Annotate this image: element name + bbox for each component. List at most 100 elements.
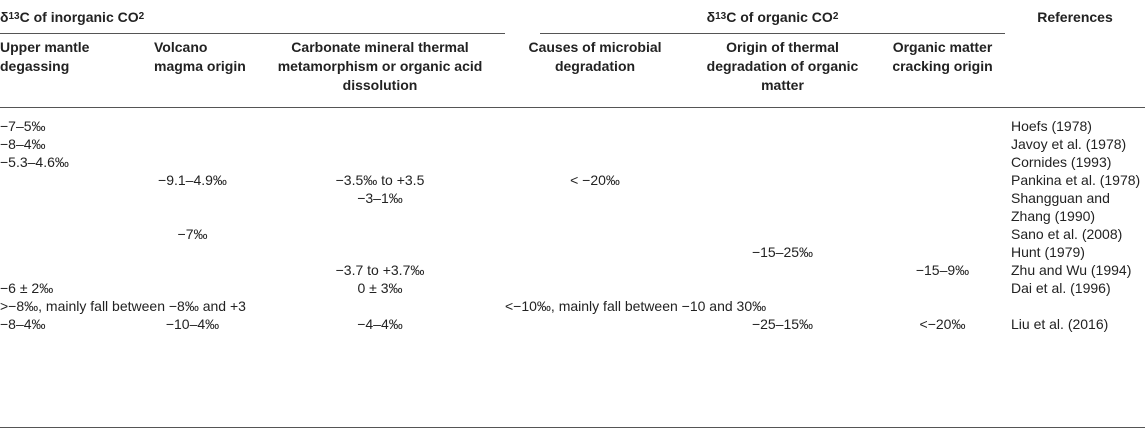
value-cell: <−10‰, mainly fall between −10 and 30‰: [505, 298, 767, 314]
reference-cell: Sano et al. (2008): [1011, 226, 1123, 242]
table-row: −3–1‰ Shangguan and Zhang (1990): [0, 189, 1145, 225]
references-header: References: [1037, 9, 1113, 25]
value-cell: [505, 261, 685, 279]
value-cell: −8–4‰: [0, 136, 46, 152]
value-cell: [685, 117, 880, 135]
header-text: δ: [706, 8, 716, 25]
table-row: −5.3–4.6‰ Cornides (1993): [0, 153, 1145, 171]
value-cell: [255, 225, 505, 243]
value-cell: −15–25‰: [751, 244, 814, 260]
value-cell: [505, 315, 685, 333]
value-cell: −7‰: [177, 226, 208, 242]
value-cell: [0, 189, 130, 225]
reference-cell: Hoefs (1978): [1011, 118, 1092, 134]
header-text: δ: [0, 8, 9, 25]
column-header: Organic matter cracking origin: [892, 39, 993, 74]
value-cell: [255, 117, 505, 135]
value-cell: [685, 225, 880, 243]
table-row: −8–4‰ −10–4‰ −4–4‰ −25–15‰ <−20‰ Liu et al. (…: [0, 315, 1145, 333]
value-cell: [505, 225, 685, 243]
table-row: −3.7 to +3.7‰ −15–9‰ Zhu and Wu (1994): [0, 261, 1145, 279]
value-cell: [880, 135, 1005, 153]
value-cell: [255, 153, 505, 171]
table-row: −9.1–4.9‰ −3.5‰ to +3.5 < −20‰ Pankina et a…: [0, 171, 1145, 189]
value-cell: [130, 135, 255, 153]
column-header-row: Upper mantle degassing Volcano magma orig…: [0, 33, 1145, 108]
value-cell: [505, 135, 685, 153]
value-cell: [505, 243, 685, 261]
group-header-row: δ 13 C of inorganic CO 2 δ 13 C of organic CO…: [0, 0, 1145, 34]
reference-cell: Liu et al. (2016): [1011, 316, 1109, 332]
reference-cell: Pankina et al. (1978): [1011, 172, 1141, 188]
value-cell: −4–4‰: [357, 316, 403, 332]
value-cell: [0, 261, 130, 279]
value-cell: [880, 117, 1005, 135]
value-cell: [255, 243, 505, 261]
table-row: >−8‰, mainly fall between −8‰ and +3 <−10…: [0, 297, 1145, 315]
value-cell: −9.1–4.9‰: [158, 172, 227, 188]
reference-cell: Javoy et al. (1978): [1011, 136, 1127, 152]
column-header-empty: [1005, 33, 1145, 107]
table-row: −7‰ Sano et al. (2008): [0, 225, 1145, 243]
value-cell: −6 ± 2‰: [0, 280, 54, 296]
value-cell: >−8‰, mainly fall between −8‰ and +3: [0, 298, 246, 314]
reference-cell: Dai et al. (1996): [1011, 280, 1111, 296]
value-cell: [0, 171, 130, 189]
column-header: Origin of thermal degradation of organic…: [706, 39, 859, 93]
column-header: Causes of microbial degradation: [528, 39, 662, 74]
value-cell: [880, 297, 1005, 315]
value-cell: −10–4‰: [165, 316, 220, 332]
value-cell: [685, 135, 880, 153]
table-row: −8–4‰ Javoy et al. (1978): [0, 135, 1145, 153]
value-cell: [685, 279, 880, 297]
value-cell: [880, 189, 1005, 225]
reference-cell: Shangguan and Zhang (1990): [1011, 190, 1110, 224]
value-cell: [685, 171, 880, 189]
value-cell: [130, 279, 255, 297]
value-cell: [255, 135, 505, 153]
value-cell: [505, 153, 685, 171]
value-cell: [130, 261, 255, 279]
value-cell: [130, 297, 255, 315]
value-cell: <−20‰: [919, 316, 966, 332]
value-cell: [130, 153, 255, 171]
value-cell: −7–5‰: [0, 118, 46, 134]
column-header: Upper mantle degassing: [0, 39, 90, 74]
table-row: −7–5‰ Hoefs (1978): [0, 117, 1145, 135]
value-cell: [0, 225, 130, 243]
value-cell: [130, 189, 255, 225]
reference-cell: Cornides (1993): [1011, 154, 1112, 170]
value-cell: [130, 243, 255, 261]
value-cell: [880, 225, 1005, 243]
value-cell: −8–4‰: [0, 316, 46, 332]
value-cell: [505, 117, 685, 135]
value-cell: [685, 261, 880, 279]
table-body: −7–5‰ Hoefs (1978) −8–4‰ Javoy et al. (1978…: [0, 108, 1145, 333]
value-cell: [685, 189, 880, 225]
header-text: C of organic CO: [726, 8, 833, 25]
value-cell: [880, 279, 1005, 297]
header-sup: 13: [8, 11, 20, 22]
value-cell: −5.3–4.6‰: [0, 154, 69, 170]
header-sub: 2: [138, 11, 145, 22]
value-cell: [880, 171, 1005, 189]
group-header: δ 13 C of inorganic CO 2: [0, 0, 505, 34]
value-cell: [685, 153, 880, 171]
value-cell: −3.5‰ to +3.5: [335, 172, 425, 188]
column-header: Carbonate mineral thermal metamorphism o…: [277, 39, 483, 93]
value-cell: −3–1‰: [357, 190, 403, 206]
reference-cell: [1005, 297, 1145, 315]
value-cell: [0, 243, 130, 261]
value-cell: [505, 279, 685, 297]
group-header: δ 13 C of organic CO 2: [540, 0, 1005, 34]
value-cell: [880, 153, 1005, 171]
column-header: Volcano magma origin: [154, 39, 246, 74]
header-text: C of inorganic CO: [19, 8, 139, 25]
value-cell: [130, 117, 255, 135]
value-cell: [685, 297, 880, 315]
value-cell: −25–15‰: [751, 316, 814, 332]
value-cell: [880, 243, 1005, 261]
header-sup: 13: [715, 11, 727, 22]
